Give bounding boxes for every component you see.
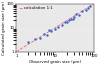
Point: [68, 20, 69, 21]
Point: [70, 19, 72, 20]
Point: [43, 33, 44, 34]
Y-axis label: Calculated grain size (μm): Calculated grain size (μm): [2, 1, 6, 55]
Point: [55, 28, 56, 29]
Point: [39, 37, 41, 38]
Point: [48, 29, 50, 30]
Point: [78, 14, 80, 15]
X-axis label: Observed grain size (μm): Observed grain size (μm): [29, 60, 81, 64]
Legend: calculation 1:1: calculation 1:1: [18, 6, 53, 10]
Point: [85, 9, 86, 10]
Point: [73, 17, 75, 18]
Point: [46, 34, 47, 35]
Point: [27, 42, 29, 43]
Point: [82, 11, 83, 12]
Point: [51, 31, 52, 32]
Point: [61, 24, 63, 25]
Point: [57, 26, 59, 27]
Point: [64, 22, 66, 23]
Point: [72, 18, 74, 19]
Point: [76, 13, 77, 14]
Point: [87, 8, 89, 9]
Point: [34, 38, 36, 39]
Point: [66, 21, 68, 22]
Point: [90, 5, 91, 6]
